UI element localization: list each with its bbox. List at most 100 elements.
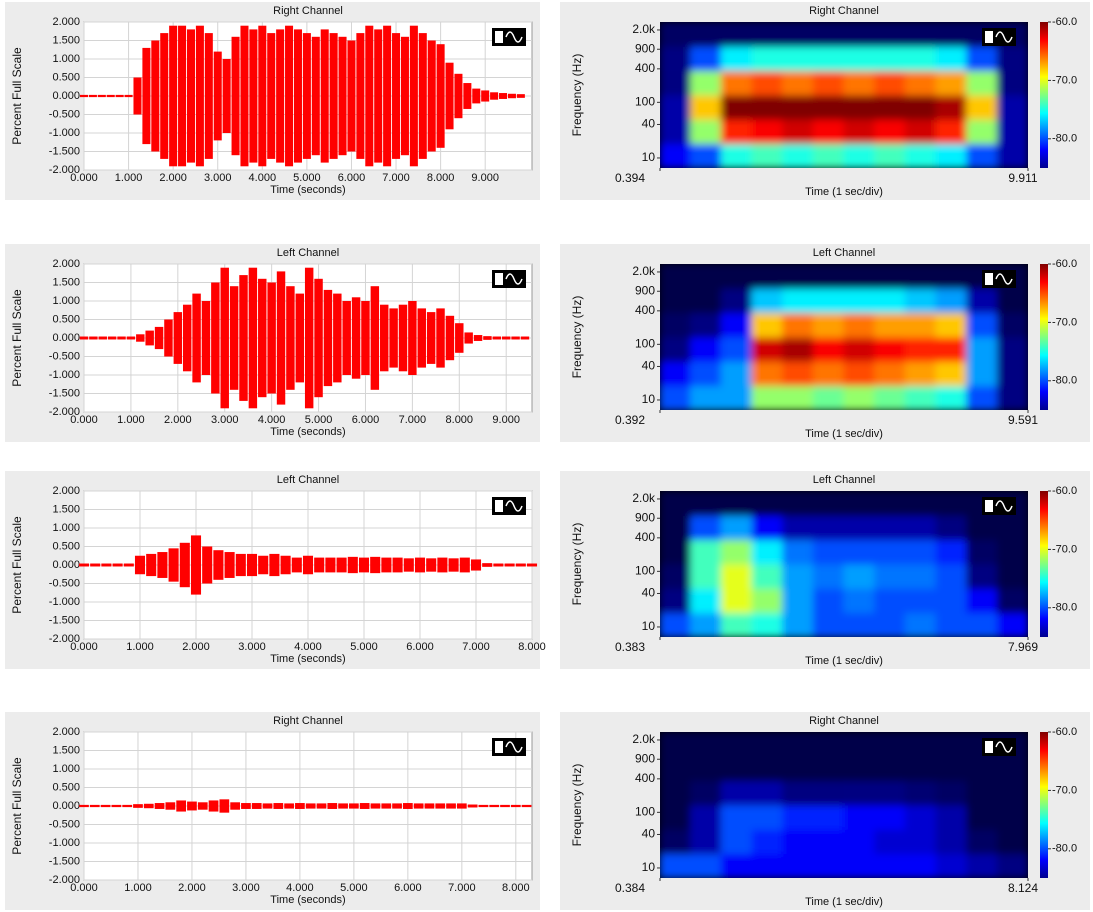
heatmap-cell [721,385,753,410]
heatmap-cell [874,732,906,757]
x-tick-label: 1.000 [117,414,145,426]
heatmap-cell [905,853,937,878]
x-tick-label: 7.000 [399,414,427,426]
heatmap-cell [874,612,906,637]
waveform-segment [338,803,348,808]
chart-title: Right Channel [809,5,879,17]
x-tick-label: 7.000 [382,172,410,184]
heatmap-cell [966,288,998,313]
heatmap-cells [660,22,1029,169]
colorbar [1040,264,1048,410]
heatmap-cell [936,385,968,410]
heatmap-cell [936,264,968,289]
screenshot: -2.000-1.500-1.000-0.5000.0000.5001.0001… [0,0,1093,912]
heatmap-cell [936,46,968,71]
heatmap-cell [874,588,906,613]
heatmap-cell [752,515,784,540]
x-axis-label: Time (seconds) [270,653,345,665]
logo [495,273,503,285]
waveform-segment [258,26,266,167]
waveform-segment [305,268,313,409]
waveform-segment [374,29,382,162]
heatmap-cell [966,829,998,854]
heatmap-cell [721,288,753,313]
waveform-segment [314,279,322,397]
waveform-segment [349,803,359,808]
x-tick-label: 8.000 [502,882,530,894]
x-tick-label: 6.000 [394,882,422,894]
y-tick-label: 900 [635,283,655,297]
waveform-segment [166,802,176,809]
heatmap-cell [966,312,998,337]
heatmap-cell [905,829,937,854]
waveform-segment [157,552,167,578]
waveform-segment [205,33,213,159]
chart-title: Left Channel [813,474,875,486]
x-tick-label: 3.000 [238,641,266,653]
heatmap-cell [752,22,784,47]
colorbar-tick-label: -60.0 [1052,726,1077,738]
x-axis-label: Time (1 sec/div) [805,186,883,198]
heatmap-cell [905,312,937,337]
heatmap-cell [660,337,692,362]
heatmap-cell [690,264,722,289]
waveform-segment [435,803,445,808]
waveform-segment [380,305,388,372]
heatmap-cell [813,337,845,362]
heatmap-cell [936,288,968,313]
heatmap-cell [782,780,814,805]
heatmap-cell [660,780,692,805]
heatmap-cell [813,612,845,637]
waveform-segment [133,804,143,808]
waveform-segment [174,312,182,364]
y-tick-label: 1.000 [52,53,80,65]
y-tick-label: 400 [635,530,655,544]
heatmap-cell [905,539,937,564]
y-tick-label: -1.500 [49,145,80,157]
heatmap-cell [690,312,722,337]
heatmap-cell [905,491,937,516]
waveform-segment [333,294,341,383]
heatmap-cell [905,70,937,95]
heatmap-cell [936,312,968,337]
heatmap-cell [874,491,906,516]
heatmap-cell [782,337,814,362]
waveform-segment [437,558,447,573]
waveform-segment [169,548,179,581]
waveform-segment [117,337,125,340]
x-tick-label: 3.000 [232,882,260,894]
heatmap-cell [844,46,876,71]
waveform-segment [273,803,283,809]
heatmap-cell [844,780,876,805]
y-tick-label: 1.000 [52,522,80,534]
heatmap-cell [905,612,937,637]
heatmap-cell [660,385,692,410]
heatmap-cell [782,288,814,313]
y-tick-label: 10 [642,150,656,164]
waveform-segment [392,803,402,808]
y-tick-label: 2.000 [52,16,80,28]
heatmap-cell [782,515,814,540]
logo [985,741,993,753]
waveform-segment [479,805,489,807]
heatmap-cell [905,515,937,540]
heatmap-cell [782,612,814,637]
heatmap-cell [752,780,784,805]
heatmap-cell [874,853,906,878]
heatmap-cell [874,805,906,830]
colorbar-tick-label: -80.0 [1052,843,1077,855]
waveform-segment [371,286,379,390]
heatmap-cell [997,312,1029,337]
heatmap-cell [721,732,753,757]
waveform-segment [116,95,124,97]
chart-title: Left Channel [277,247,339,259]
y-tick-label: 1.500 [52,276,80,288]
heatmap-cell [844,612,876,637]
waveform-segment [296,294,304,383]
heatmap-cell [752,853,784,878]
heatmap-cell [905,22,937,47]
logo [495,500,503,512]
x-axis-label: Time (1 sec/div) [805,655,883,667]
heatmap-cell [905,385,937,410]
heatmap-cell [690,780,722,805]
